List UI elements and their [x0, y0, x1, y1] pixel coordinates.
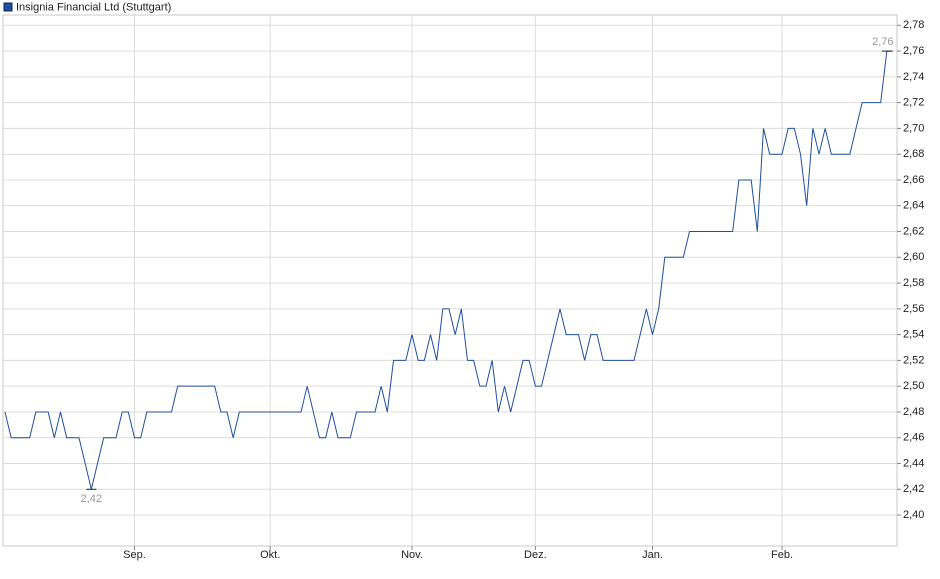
- y-tick-label: 2,74: [903, 71, 924, 83]
- y-tick-label: 2,62: [903, 225, 924, 237]
- y-tick-label: 2,40: [903, 509, 924, 521]
- legend-swatch: [3, 2, 13, 12]
- annotation-label: 2,76: [872, 36, 893, 48]
- x-tick-label: Okt.: [260, 549, 280, 561]
- x-tick-label: Feb.: [771, 549, 793, 561]
- x-tick-label: Nov.: [401, 549, 423, 561]
- y-tick-label: 2,60: [903, 251, 924, 263]
- y-tick-label: 2,72: [903, 97, 924, 109]
- y-tick-label: 2,70: [903, 122, 924, 134]
- x-tick-label: Dez.: [524, 549, 547, 561]
- y-tick-label: 2,56: [903, 303, 924, 315]
- y-tick-label: 2,48: [903, 406, 924, 418]
- plot-frame: [2, 14, 898, 547]
- y-tick-label: 2,58: [903, 277, 924, 289]
- y-tick-label: 2,46: [903, 432, 924, 444]
- y-tick-label: 2,44: [903, 457, 924, 469]
- x-tick-label: Jan.: [642, 549, 663, 561]
- legend-label: Insignia Financial Ltd (Stuttgart): [16, 1, 171, 13]
- y-tick-label: 2,78: [903, 19, 924, 31]
- annotation-label: 2,42: [81, 493, 102, 505]
- y-tick-label: 2,76: [903, 45, 924, 57]
- y-tick-label: 2,50: [903, 380, 924, 392]
- price-line: [4, 50, 893, 490]
- y-tick-label: 2,54: [903, 329, 924, 341]
- y-tick-label: 2,64: [903, 200, 924, 212]
- y-tick-label: 2,52: [903, 354, 924, 366]
- y-tick-label: 2,42: [903, 483, 924, 495]
- x-tick-label: Sep.: [123, 549, 146, 561]
- y-tick-label: 2,68: [903, 148, 924, 160]
- y-tick-label: 2,66: [903, 174, 924, 186]
